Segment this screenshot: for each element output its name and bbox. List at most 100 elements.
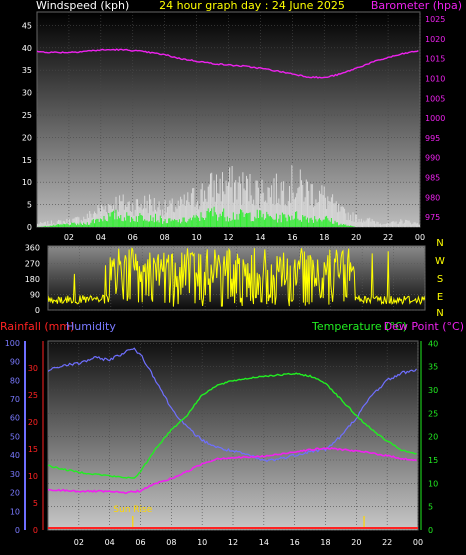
rainfall-tick-label: 0 [33, 526, 38, 535]
temp-xtick-label: 08 [166, 538, 176, 547]
windspeed-tick-label: 5 [27, 201, 32, 210]
humidity-tick-label: 60 [10, 414, 20, 423]
wind-xtick-label: 02 [64, 233, 74, 242]
temp-xtick-label: 10 [197, 538, 207, 547]
windspeed-tick-label: 30 [22, 89, 32, 98]
humidity-tick-label: 10 [10, 507, 20, 516]
temp-xtick-label: 14 [259, 538, 269, 547]
temp-xtick-label: 06 [135, 538, 145, 547]
humidity-tick-label: 30 [10, 470, 20, 479]
compass-label: W [435, 256, 445, 267]
wind-xtick-label: 12 [223, 233, 233, 242]
temperature-tick-label: 20 [428, 433, 438, 442]
wind-xtick-label: 00 [415, 233, 425, 242]
direction-tick-label: 270 [25, 259, 40, 268]
sunrise-label: Sun Rise [113, 505, 152, 515]
windspeed-tick-label: 15 [22, 156, 32, 165]
wind-xtick-label: 16 [287, 233, 297, 242]
temperature-axis-label: Temperature (°C) [311, 320, 407, 333]
temp-xtick-label: 20 [351, 538, 361, 547]
windspeed-tick-label: 45 [22, 21, 32, 30]
wind-xtick-label: 14 [255, 233, 265, 242]
temp-xtick-label: 12 [228, 538, 238, 547]
direction-tick-label: 360 [25, 244, 40, 253]
temp-xtick-label: 22 [382, 538, 392, 547]
rainfall-tick-label: 30 [28, 364, 38, 373]
barometer-tick-label: 975 [425, 213, 440, 222]
rainfall-tick-label: 10 [28, 472, 38, 481]
barometer-tick-label: 1000 [425, 114, 445, 123]
compass-label: N [436, 308, 443, 319]
wind-average-series [37, 206, 356, 227]
temperature-tick-label: 35 [428, 363, 438, 372]
wind-xtick-label: 04 [96, 233, 106, 242]
windspeed-tick-label: 25 [22, 111, 32, 120]
temp-xtick-label: 00 [413, 538, 423, 547]
humidity-tick-label: 100 [5, 339, 20, 348]
rainfall-axis-label: Rainfall (mm) [0, 320, 74, 333]
barometer-tick-label: 1020 [425, 35, 445, 44]
humidity-tick-label: 20 [10, 489, 20, 498]
wind-xtick-label: 22 [383, 233, 393, 242]
wind-xtick-label: 20 [351, 233, 361, 242]
temp-xtick-label: 18 [320, 538, 330, 547]
humidity-axis-label: Humidity [66, 320, 116, 333]
barometer-tick-label: 1005 [425, 94, 445, 103]
wind-xtick-label: 10 [191, 233, 201, 242]
humidity-tick-label: 0 [15, 526, 20, 535]
graph-title: 24 hour graph day : 24 June 2025 [159, 0, 345, 12]
compass-label: S [437, 274, 443, 285]
temperature-tick-label: 5 [428, 503, 433, 512]
temperature-tick-label: 30 [428, 386, 438, 395]
temperature-tick-label: 10 [428, 479, 438, 488]
wind-xtick-label: 06 [128, 233, 138, 242]
humidity-series [48, 347, 417, 463]
temperature-tick-label: 0 [428, 526, 433, 535]
barometer-tick-label: 1015 [425, 55, 445, 64]
temp-xtick-label: 04 [105, 538, 115, 547]
barometer-series [37, 48, 419, 79]
temp-xtick-label: 16 [290, 538, 300, 547]
temp-xtick-label: 02 [74, 538, 84, 547]
direction-tick-label: 0 [35, 306, 40, 315]
dewpoint-axis-label: Dew Point (°C) [384, 320, 464, 333]
barometer-tick-label: 990 [425, 154, 440, 163]
temperature-tick-label: 40 [428, 339, 438, 348]
barometer-tick-label: 980 [425, 193, 440, 202]
windspeed-tick-label: 40 [22, 44, 32, 53]
humidity-tick-label: 50 [10, 432, 20, 441]
humidity-tick-label: 40 [10, 451, 20, 460]
temperature-tick-label: 15 [428, 456, 438, 465]
windspeed-tick-label: 0 [27, 223, 32, 232]
rainfall-tick-label: 5 [33, 499, 38, 508]
windspeed-tick-label: 20 [22, 133, 32, 142]
barometer-tick-label: 995 [425, 134, 440, 143]
humidity-tick-label: 90 [10, 358, 20, 367]
barometer-tick-label: 985 [425, 174, 440, 183]
rainfall-tick-label: 15 [28, 445, 38, 454]
temperature-plot-area [47, 340, 419, 531]
dewpoint-series [48, 446, 417, 495]
wind-barometer-panel: 02 04 06 08 10 12 14 16 18 20 22 000510152025303540… [22, 11, 445, 242]
rainfall-tick-label: 20 [28, 418, 38, 427]
temperature-humidity-panel: 02 04 06 08 10 12 14 16 18 20 22 000510152025303540… [5, 339, 438, 547]
direction-tick-label: 180 [25, 275, 40, 284]
barometer-axis-label: Barometer (hpa) [371, 0, 462, 12]
barometer-tick-label: 1010 [425, 75, 445, 84]
windspeed-tick-label: 10 [22, 178, 32, 187]
rainfall-tick-label: 25 [28, 391, 38, 400]
wind-xtick-label: 08 [160, 233, 170, 242]
wind-direction-series [48, 247, 425, 307]
humidity-tick-label: 70 [10, 395, 20, 404]
direction-tick-label: 90 [30, 290, 40, 299]
compass-label: N [436, 238, 443, 249]
barometer-tick-label: 1025 [425, 15, 445, 24]
temperature-series [48, 372, 417, 479]
humidity-tick-label: 80 [10, 376, 20, 385]
wind-xtick-label: 18 [319, 233, 329, 242]
temperature-tick-label: 25 [428, 409, 438, 418]
windspeed-axis-label: Windspeed (kph) [36, 0, 129, 12]
windspeed-tick-label: 35 [22, 66, 32, 75]
